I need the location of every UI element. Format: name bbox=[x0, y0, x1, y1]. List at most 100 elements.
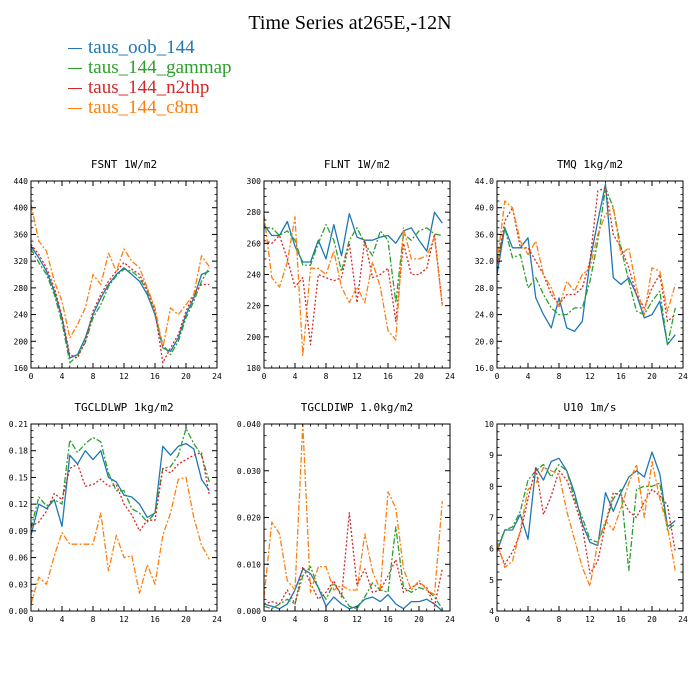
x-tick-label: 20 bbox=[647, 615, 657, 624]
x-tick-label: 8 bbox=[557, 372, 562, 381]
x-tick-label: 20 bbox=[181, 372, 191, 381]
x-tick-label: 0 bbox=[495, 615, 500, 624]
x-tick-label: 12 bbox=[119, 372, 129, 381]
x-tick-label: 16 bbox=[383, 615, 393, 624]
series-line-taus_144_c8m bbox=[30, 204, 210, 349]
y-tick-label: 320 bbox=[14, 257, 29, 266]
x-tick-label: 20 bbox=[647, 372, 657, 381]
series-line-taus_144_c8m bbox=[496, 460, 676, 587]
x-tick-label: 12 bbox=[119, 615, 129, 624]
y-tick-label: 24.0 bbox=[475, 311, 494, 320]
x-tick-label: 20 bbox=[181, 615, 191, 624]
panel-title: TGCLDLWP 1kg/m2 bbox=[74, 401, 173, 414]
series-line-taus_144_c8m bbox=[263, 423, 443, 598]
x-tick-label: 24 bbox=[212, 372, 222, 381]
x-tick-label: 0 bbox=[262, 372, 267, 381]
x-tick-label: 12 bbox=[585, 372, 595, 381]
series-line-taus_144_n2thp bbox=[263, 512, 443, 607]
legend-label-gammap: taus_144_gammap bbox=[88, 57, 232, 78]
y-tick-label: 300 bbox=[247, 177, 262, 186]
legend-item-gammap: taus_144_gammap bbox=[68, 58, 232, 78]
x-tick-label: 8 bbox=[324, 372, 329, 381]
y-tick-label: 0.09 bbox=[9, 527, 28, 536]
legend-swatch-oob bbox=[68, 48, 82, 50]
y-tick-label: 20.0 bbox=[475, 337, 494, 346]
series-line-taus_144_gammap bbox=[263, 526, 443, 610]
y-tick-label: 400 bbox=[14, 204, 29, 213]
x-tick-label: 0 bbox=[262, 615, 267, 624]
y-tick-label: 0.03 bbox=[9, 580, 28, 589]
x-tick-label: 0 bbox=[29, 615, 34, 624]
x-tick-label: 4 bbox=[293, 372, 298, 381]
y-tick-label: 180 bbox=[247, 364, 262, 373]
x-tick-label: 12 bbox=[352, 372, 362, 381]
series-line-taus_144_c8m bbox=[496, 200, 676, 316]
x-tick-label: 20 bbox=[414, 615, 424, 624]
panel-title: TGCLDIWP 1.0kg/m2 bbox=[301, 401, 414, 414]
x-tick-label: 8 bbox=[91, 615, 96, 624]
x-tick-label: 20 bbox=[414, 372, 424, 381]
y-tick-label: 4 bbox=[489, 607, 494, 616]
y-tick-label: 0.21 bbox=[9, 420, 28, 429]
x-tick-label: 16 bbox=[616, 615, 626, 624]
legend-swatch-c8m bbox=[68, 108, 82, 110]
y-tick-label: 440 bbox=[14, 177, 29, 186]
x-tick-label: 4 bbox=[60, 372, 65, 381]
panel-frame bbox=[30, 180, 218, 369]
x-tick-label: 24 bbox=[678, 615, 688, 624]
legend-label-n2thp: taus_144_n2thp bbox=[88, 77, 210, 98]
series-line-taus_144_gammap bbox=[30, 427, 210, 529]
y-tick-label: 5 bbox=[489, 576, 494, 585]
y-tick-label: 8 bbox=[489, 482, 494, 491]
legend-label-c8m: taus_144_c8m bbox=[88, 97, 199, 118]
x-tick-label: 4 bbox=[60, 615, 65, 624]
x-tick-label: 4 bbox=[526, 615, 531, 624]
x-tick-label: 8 bbox=[91, 372, 96, 381]
series-line-taus_144_n2thp bbox=[30, 451, 210, 532]
y-tick-label: 0.18 bbox=[9, 447, 28, 456]
y-tick-label: 6 bbox=[489, 545, 494, 554]
x-tick-label: 4 bbox=[526, 372, 531, 381]
x-tick-label: 24 bbox=[445, 372, 455, 381]
y-tick-label: 200 bbox=[247, 333, 262, 342]
series-line-taus_144_n2thp bbox=[496, 466, 676, 575]
y-tick-label: 280 bbox=[247, 208, 262, 217]
legend-label-oob: taus_oob_144 bbox=[88, 37, 195, 58]
series-line-taus_oob_144 bbox=[263, 568, 443, 612]
y-tick-label: 280 bbox=[14, 284, 29, 293]
series-line-taus_144_gammap bbox=[30, 248, 210, 364]
y-tick-label: 9 bbox=[489, 451, 494, 460]
legend-item-oob: taus_oob_144 bbox=[68, 38, 232, 58]
y-tick-label: 0.06 bbox=[9, 554, 28, 563]
y-tick-label: 0.040 bbox=[237, 420, 261, 429]
y-tick-label: 0.000 bbox=[237, 607, 261, 616]
y-tick-label: 0.020 bbox=[237, 514, 261, 523]
x-tick-label: 16 bbox=[150, 372, 160, 381]
y-tick-label: 10 bbox=[484, 420, 494, 429]
series-line-taus_144_gammap bbox=[496, 463, 676, 572]
x-tick-label: 16 bbox=[150, 615, 160, 624]
x-tick-label: 24 bbox=[445, 615, 455, 624]
series-line-taus_oob_144 bbox=[496, 183, 676, 346]
y-tick-label: 260 bbox=[247, 239, 262, 248]
y-tick-label: 0.00 bbox=[9, 607, 28, 616]
x-tick-label: 16 bbox=[383, 372, 393, 381]
x-tick-label: 24 bbox=[678, 372, 688, 381]
series-line-taus_144_n2thp bbox=[30, 244, 210, 364]
y-tick-label: 7 bbox=[489, 514, 494, 523]
x-tick-label: 16 bbox=[616, 372, 626, 381]
panel-title: U10 1m/s bbox=[564, 401, 617, 414]
series-line-taus_144_gammap bbox=[264, 223, 443, 304]
y-tick-label: 0.030 bbox=[237, 467, 261, 476]
y-tick-label: 32.0 bbox=[475, 257, 494, 266]
series-line-taus_144_n2thp bbox=[263, 233, 443, 346]
y-tick-label: 36.0 bbox=[475, 230, 494, 239]
x-tick-label: 8 bbox=[557, 615, 562, 624]
panel-title: TMQ 1kg/m2 bbox=[557, 158, 623, 171]
x-tick-label: 8 bbox=[324, 615, 329, 624]
x-tick-label: 12 bbox=[352, 615, 362, 624]
y-tick-label: 200 bbox=[14, 337, 29, 346]
series-line-taus_oob_144 bbox=[263, 211, 443, 263]
y-tick-label: 40.0 bbox=[475, 204, 494, 213]
